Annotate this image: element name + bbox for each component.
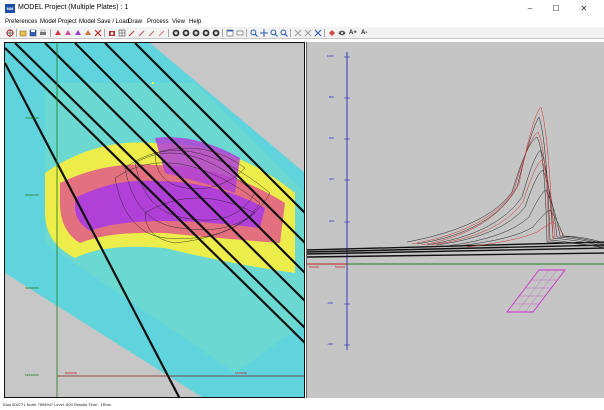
- toolbar-separator: [290, 29, 291, 37]
- pen-icon[interactable]: [128, 29, 136, 37]
- profile-y-tick-7: -400: [327, 342, 334, 346]
- map-x-label-left: 500000E: [65, 371, 78, 375]
- menu-bar: Preferences Model Project Model Save / L…: [0, 17, 604, 27]
- anomaly-high-zone: [75, 180, 265, 231]
- zoom-in-icon[interactable]: [270, 29, 278, 37]
- profile-y-tick-1: 1000: [327, 54, 334, 58]
- pencil-icon[interactable]: [138, 29, 146, 37]
- font-increase-button[interactable]: A+: [349, 30, 357, 36]
- model-plate: [506, 269, 566, 313]
- plate-move-icon[interactable]: [74, 29, 82, 37]
- map-view[interactable]: 7000000N 6998000N 6996000N 6994000N 5000…: [4, 42, 305, 398]
- menu-draw[interactable]: Draw: [128, 19, 143, 25]
- menu-view[interactable]: View: [172, 19, 185, 25]
- flight-lines: [5, 43, 304, 397]
- profile-y-ticks: [344, 56, 350, 346]
- target-2-icon[interactable]: [182, 29, 190, 37]
- app-icon: MM: [5, 4, 15, 13]
- map-canvas: [5, 43, 304, 397]
- plate-copy-icon[interactable]: [84, 29, 92, 37]
- toolbar-separator: [50, 29, 51, 37]
- menu-model[interactable]: Model: [79, 19, 96, 25]
- response-curves-red: [411, 106, 566, 248]
- target-1-icon[interactable]: [172, 29, 180, 37]
- title-bar: MM MODEL Project (Multiple Plates) : 1 –…: [0, 0, 604, 17]
- profile-y-tick-6: -200: [327, 301, 334, 305]
- toolbar-separator: [222, 29, 223, 37]
- pan-icon[interactable]: [260, 29, 268, 37]
- baseline-traces: [307, 241, 604, 258]
- target-3-icon[interactable]: [192, 29, 200, 37]
- toolbar-separator: [246, 29, 247, 37]
- profile-y-tick-4: 400: [329, 177, 335, 181]
- map-y-tick-1: 7000000N: [25, 116, 39, 120]
- profile-canvas: [307, 52, 604, 350]
- toolbar-separator: [104, 29, 105, 37]
- scissors-icon[interactable]: [294, 29, 302, 37]
- maximize-button[interactable]: ☐: [552, 4, 560, 13]
- eye-icon[interactable]: [338, 29, 346, 37]
- map-marker: [151, 81, 155, 85]
- map-y-tick-2: 6998000N: [25, 193, 39, 197]
- map-y-tick-3: 6996000N: [25, 286, 39, 290]
- zoom-icon[interactable]: [250, 29, 258, 37]
- profile-y-tick-3: 600: [329, 136, 335, 140]
- plate-add-icon[interactable]: [54, 29, 62, 37]
- profile-y-tick-2: 800: [329, 95, 335, 99]
- cut-icon[interactable]: [304, 29, 312, 37]
- save-file-icon[interactable]: [29, 29, 37, 37]
- menu-help[interactable]: Help: [189, 19, 202, 25]
- eyedropper-icon[interactable]: [158, 29, 166, 37]
- toolbar: A+ A-: [0, 27, 604, 39]
- response-curves-black: [406, 116, 604, 249]
- crosshair-tool-icon[interactable]: [6, 29, 14, 37]
- delete-icon[interactable]: [314, 29, 322, 37]
- open-file-icon[interactable]: [19, 29, 27, 37]
- minimize-button[interactable]: –: [527, 4, 533, 13]
- zoom-out-icon[interactable]: [280, 29, 288, 37]
- profile-view[interactable]: 1000 800 600 400 200 -200 -400 500000 50…: [306, 42, 604, 398]
- profile-y-tick-5: 200: [329, 219, 335, 223]
- camera-icon[interactable]: [108, 29, 116, 37]
- target-5-icon[interactable]: [212, 29, 220, 37]
- menu-process[interactable]: Process: [147, 19, 169, 25]
- layout-icon[interactable]: [236, 29, 244, 37]
- status-text: East 500771 North 7699947 Level -500 Res…: [3, 402, 111, 407]
- menu-save-load[interactable]: Save / Load: [97, 19, 130, 25]
- plate-delete-icon[interactable]: [94, 29, 102, 37]
- window-title: MODEL Project (Multiple Plates) : 1: [18, 4, 129, 11]
- toolbar-separator: [16, 29, 17, 37]
- brush-icon[interactable]: [148, 29, 156, 37]
- toolbar-separator: [324, 29, 325, 37]
- toolbar-separator: [168, 29, 169, 37]
- menu-model-project[interactable]: Model Project: [40, 19, 77, 25]
- target-4-icon[interactable]: [202, 29, 210, 37]
- profile-x-label-left: 500000: [309, 265, 320, 269]
- map-x-label-right: 510000E: [235, 371, 248, 375]
- profile-x-label-mid: 505000: [335, 265, 346, 269]
- grid-icon[interactable]: [118, 29, 126, 37]
- window-icon[interactable]: [226, 29, 234, 37]
- map-y-tick-4: 6994000N: [25, 373, 39, 377]
- paint-bucket-icon[interactable]: [328, 29, 336, 37]
- plate-edit-icon[interactable]: [64, 29, 72, 37]
- status-bar: East 500771 North 7699947 Level -500 Res…: [0, 400, 604, 410]
- font-decrease-button[interactable]: A-: [361, 30, 368, 36]
- close-button[interactable]: ✕: [580, 4, 588, 13]
- menu-preferences[interactable]: Preferences: [5, 19, 38, 25]
- print-icon[interactable]: [39, 29, 47, 37]
